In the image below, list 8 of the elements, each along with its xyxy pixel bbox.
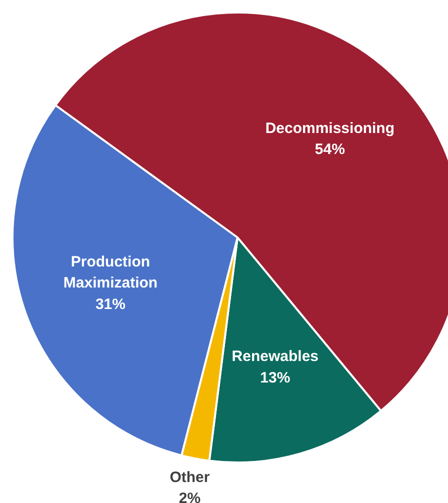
data-label: 31%: [95, 296, 126, 313]
slice-label: Decommissioning: [265, 120, 395, 137]
data-label: 13%: [260, 369, 290, 386]
slice-label: Production Maximization: [63, 253, 158, 292]
slice-label: Renewables: [232, 348, 319, 366]
data-label: 54%: [314, 141, 345, 158]
data-label: 2%: [178, 490, 201, 503]
slice-label: Other: [170, 468, 210, 486]
